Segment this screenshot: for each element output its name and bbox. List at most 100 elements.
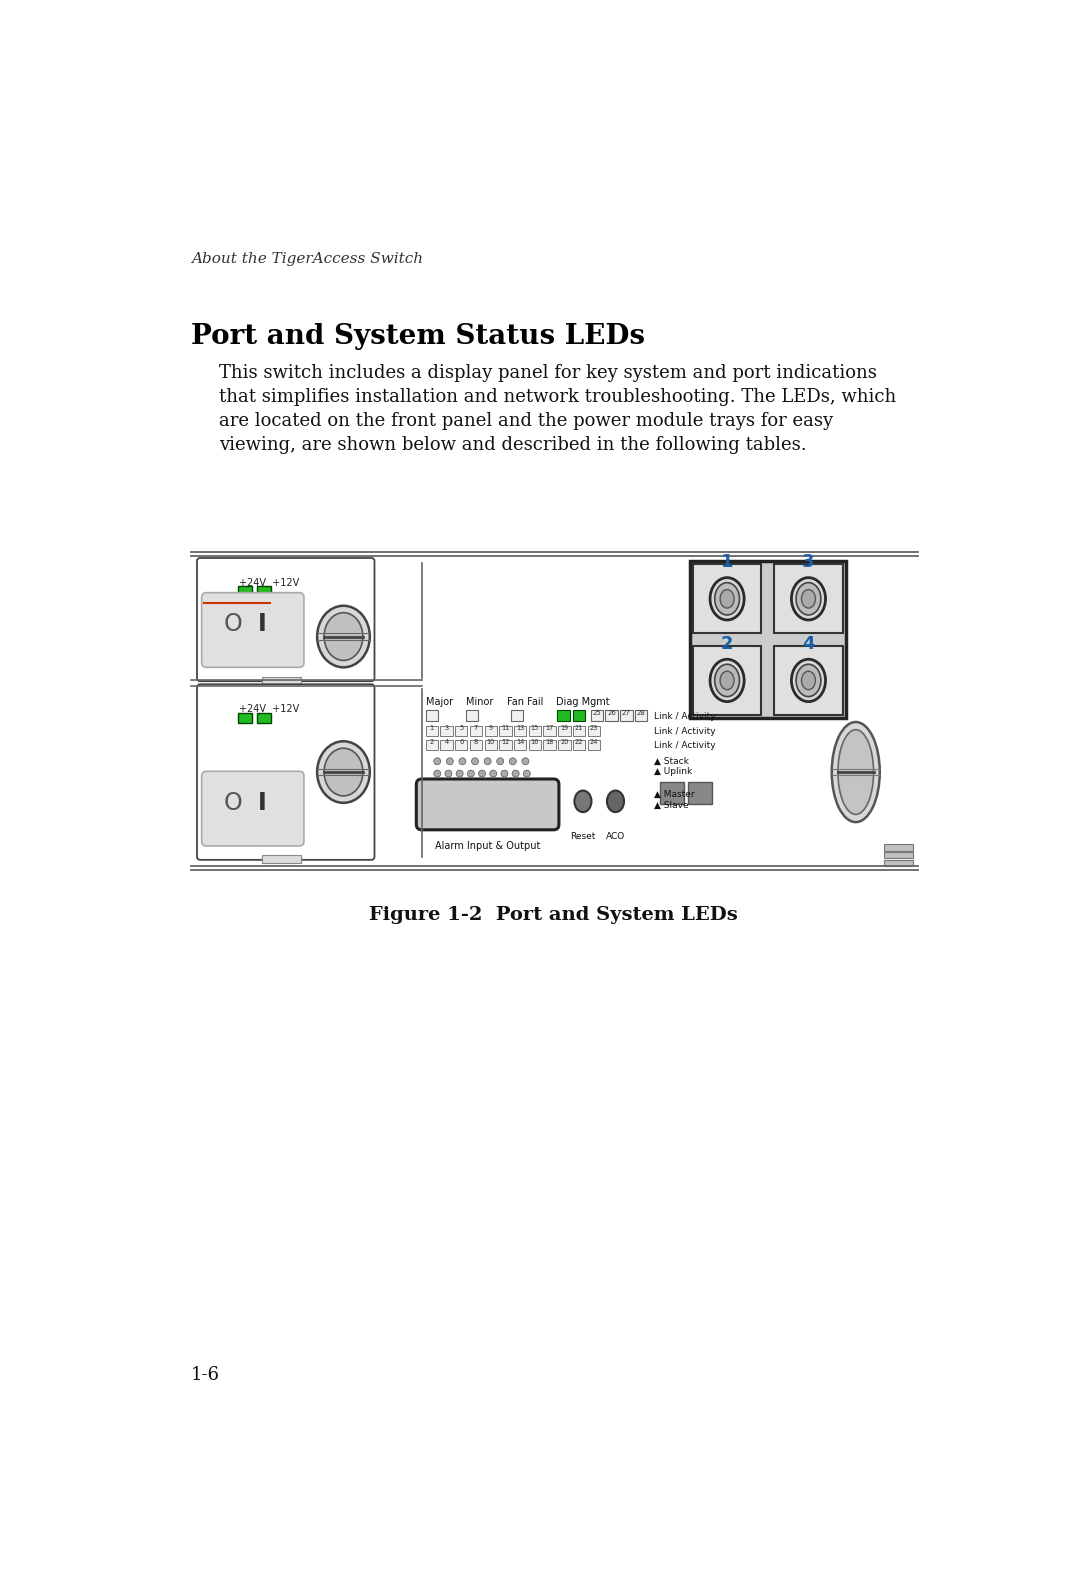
Bar: [661, 782, 684, 804]
Text: 4: 4: [802, 634, 814, 653]
Text: 2: 2: [720, 634, 733, 653]
Text: 13: 13: [516, 725, 524, 732]
Bar: [426, 711, 438, 721]
FancyBboxPatch shape: [197, 685, 375, 860]
Text: 1: 1: [430, 725, 434, 732]
Text: 8: 8: [474, 739, 478, 744]
FancyBboxPatch shape: [416, 779, 559, 831]
Ellipse shape: [710, 578, 744, 620]
Text: Figure 1-2  Port and System LEDs: Figure 1-2 Port and System LEDs: [369, 906, 738, 925]
Bar: [635, 711, 647, 721]
Ellipse shape: [710, 659, 744, 702]
Text: 3: 3: [802, 553, 814, 571]
Bar: [883, 845, 913, 851]
Bar: [693, 564, 761, 633]
Text: 10: 10: [486, 739, 495, 744]
Circle shape: [468, 771, 474, 777]
Bar: [514, 725, 526, 736]
Ellipse shape: [324, 749, 363, 796]
Text: 17: 17: [545, 725, 554, 732]
Ellipse shape: [720, 590, 734, 608]
Circle shape: [434, 758, 441, 765]
Circle shape: [472, 758, 478, 765]
Circle shape: [459, 758, 465, 765]
Bar: [529, 739, 541, 750]
Text: are located on the front panel and the power module trays for easy: are located on the front panel and the p…: [218, 411, 833, 430]
Text: 2: 2: [430, 739, 434, 744]
Text: 24: 24: [590, 739, 598, 744]
Text: 7: 7: [474, 725, 478, 732]
Bar: [620, 711, 633, 721]
Ellipse shape: [796, 582, 821, 615]
Text: 6: 6: [459, 739, 463, 744]
Bar: [572, 711, 585, 721]
FancyBboxPatch shape: [197, 557, 375, 681]
Circle shape: [478, 771, 486, 777]
Bar: [499, 739, 512, 750]
Bar: [257, 587, 271, 597]
Text: Diag Mgmt: Diag Mgmt: [556, 697, 609, 706]
Bar: [257, 713, 271, 722]
Text: 21: 21: [575, 725, 583, 732]
Bar: [485, 739, 497, 750]
Bar: [572, 725, 585, 736]
Text: 9: 9: [488, 725, 492, 732]
Circle shape: [501, 771, 508, 777]
Bar: [690, 560, 846, 717]
Circle shape: [456, 771, 463, 777]
Text: This switch includes a display panel for key system and port indications: This switch includes a display panel for…: [218, 364, 877, 382]
Text: 25: 25: [593, 710, 602, 716]
Bar: [465, 711, 478, 721]
Ellipse shape: [792, 578, 825, 620]
Text: 11: 11: [501, 725, 510, 732]
Text: 18: 18: [545, 739, 554, 744]
Ellipse shape: [832, 722, 880, 823]
Bar: [238, 587, 252, 597]
Bar: [455, 725, 468, 736]
Ellipse shape: [715, 664, 740, 697]
Circle shape: [434, 771, 441, 777]
Text: Fan Fail: Fan Fail: [507, 697, 543, 706]
Text: Major: Major: [426, 697, 453, 706]
Text: +24V  +12V: +24V +12V: [239, 578, 299, 589]
Bar: [774, 645, 842, 714]
Circle shape: [489, 771, 497, 777]
Text: O: O: [224, 612, 242, 636]
Bar: [591, 711, 603, 721]
Bar: [485, 725, 497, 736]
Ellipse shape: [801, 672, 815, 689]
Text: 20: 20: [561, 739, 568, 744]
Bar: [511, 711, 524, 721]
Text: 5: 5: [459, 725, 463, 732]
Bar: [455, 739, 468, 750]
Text: 15: 15: [530, 725, 539, 732]
Bar: [262, 677, 301, 685]
Bar: [588, 725, 600, 736]
Circle shape: [512, 771, 519, 777]
Text: I: I: [258, 791, 267, 815]
Text: ▲ Master: ▲ Master: [654, 790, 694, 799]
Text: Reset: Reset: [570, 832, 596, 842]
Text: Minor: Minor: [465, 697, 494, 706]
Ellipse shape: [796, 664, 821, 697]
Bar: [441, 739, 453, 750]
Circle shape: [497, 758, 503, 765]
Bar: [543, 739, 556, 750]
Text: Link / Activity: Link / Activity: [654, 727, 716, 736]
Text: Alarm Input & Output: Alarm Input & Output: [435, 842, 540, 851]
Bar: [543, 725, 556, 736]
Text: Port and System Status LEDs: Port and System Status LEDs: [191, 323, 645, 350]
Bar: [426, 739, 438, 750]
Text: Link / Activity: Link / Activity: [654, 713, 716, 721]
FancyBboxPatch shape: [202, 592, 303, 667]
Ellipse shape: [575, 791, 592, 812]
Bar: [426, 725, 438, 736]
Bar: [588, 739, 600, 750]
Text: I: I: [258, 612, 267, 636]
Text: viewing, are shown below and described in the following tables.: viewing, are shown below and described i…: [218, 435, 807, 454]
Bar: [774, 564, 842, 633]
Bar: [441, 725, 453, 736]
Ellipse shape: [318, 741, 369, 802]
Bar: [499, 725, 512, 736]
Text: 23: 23: [590, 725, 598, 732]
